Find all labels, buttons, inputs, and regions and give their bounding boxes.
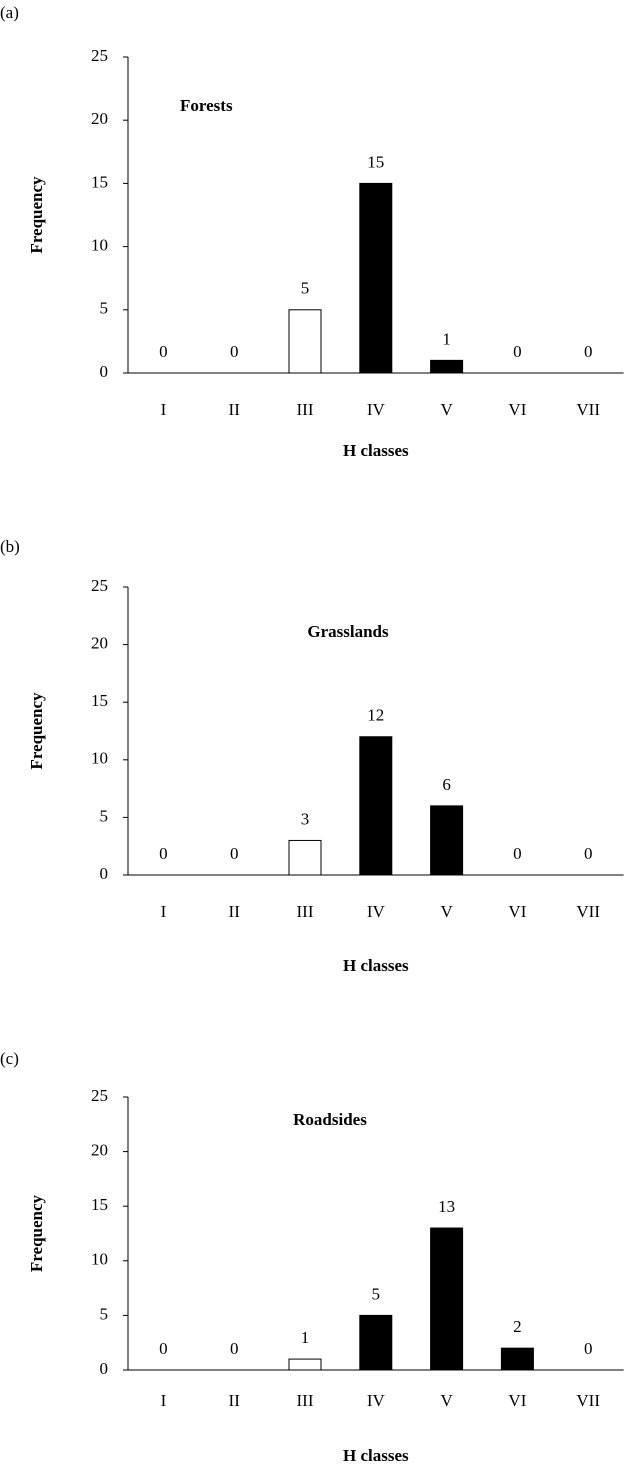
y-tick-label: 0 — [100, 864, 109, 883]
bar — [288, 309, 322, 374]
data-label: 5 — [301, 279, 310, 298]
x-tick-label: III — [297, 1391, 314, 1410]
bar — [430, 359, 464, 374]
x-tick-label: III — [297, 902, 314, 921]
chart-title: Grasslands — [307, 622, 389, 641]
x-tick-label: II — [229, 400, 241, 419]
x-tick-label: V — [440, 902, 453, 921]
data-label: 3 — [301, 809, 310, 828]
data-label: 0 — [159, 1339, 168, 1358]
y-axis-label: Frequency — [27, 1194, 46, 1272]
data-label: 0 — [230, 1339, 239, 1358]
data-label: 13 — [438, 1197, 455, 1216]
x-tick-label: VII — [576, 902, 600, 921]
data-label: 12 — [367, 706, 384, 725]
x-tick-label: VI — [508, 400, 526, 419]
data-label: 0 — [159, 844, 168, 863]
x-tick-label: VII — [576, 400, 600, 419]
x-tick-label: III — [297, 400, 314, 419]
data-label: 0 — [230, 844, 239, 863]
x-axis-label: H classes — [343, 956, 409, 975]
bar — [359, 736, 393, 876]
x-tick-label: I — [161, 1391, 167, 1410]
data-label: 0 — [584, 844, 593, 863]
y-tick-label: 15 — [91, 172, 108, 191]
bar — [359, 1314, 393, 1371]
y-tick-label: 0 — [100, 362, 109, 381]
panel-label: (b) — [0, 537, 20, 556]
y-axis-label: Frequency — [27, 692, 46, 770]
y-tick-label: 10 — [91, 236, 108, 255]
y-tick-label: 5 — [100, 806, 109, 825]
y-tick-label: 20 — [91, 109, 108, 128]
x-tick-label: II — [229, 902, 241, 921]
bar — [359, 182, 393, 374]
y-tick-label: 10 — [91, 749, 108, 768]
x-tick-label: IV — [367, 1391, 386, 1410]
x-tick-label: VI — [508, 902, 526, 921]
data-label: 0 — [513, 844, 522, 863]
data-label: 5 — [372, 1284, 381, 1303]
chart-title: Roadsides — [293, 1110, 367, 1129]
bar — [430, 805, 464, 876]
y-tick-label: 20 — [91, 1141, 108, 1160]
x-tick-label: II — [229, 1391, 241, 1410]
chart-title: Forests — [180, 96, 233, 115]
panel-label: (c) — [0, 1049, 19, 1068]
bar — [500, 1347, 534, 1371]
y-tick-label: 5 — [100, 299, 109, 318]
data-label: 1 — [301, 1328, 310, 1347]
x-tick-label: IV — [367, 902, 386, 921]
data-label: 6 — [442, 775, 451, 794]
y-tick-label: 25 — [91, 576, 108, 595]
data-label: 0 — [230, 342, 239, 361]
y-tick-label: 15 — [91, 1195, 108, 1214]
bar — [430, 1227, 464, 1371]
y-tick-label: 25 — [91, 1086, 108, 1105]
data-label: 2 — [513, 1317, 522, 1336]
y-tick-label: 20 — [91, 634, 108, 653]
x-tick-label: I — [161, 902, 167, 921]
x-tick-label: VI — [508, 1391, 526, 1410]
x-tick-label: I — [161, 400, 167, 419]
y-tick-label: 10 — [91, 1250, 108, 1269]
x-axis-label: H classes — [343, 1446, 409, 1465]
x-tick-label: IV — [367, 400, 386, 419]
y-tick-label: 5 — [100, 1304, 109, 1323]
y-tick-label: 15 — [91, 691, 108, 710]
x-tick-label: V — [440, 1391, 453, 1410]
data-label: 0 — [584, 342, 593, 361]
data-label: 0 — [513, 342, 522, 361]
bar — [288, 1358, 322, 1371]
x-axis-label: H classes — [343, 441, 409, 460]
panel-label: (a) — [0, 3, 19, 22]
x-tick-label: V — [440, 400, 453, 419]
y-tick-label: 25 — [91, 46, 108, 65]
data-label: 15 — [367, 152, 384, 171]
data-label: 0 — [584, 1339, 593, 1358]
y-axis-label: Frequency — [27, 176, 46, 254]
bar — [288, 839, 322, 876]
y-tick-label: 0 — [100, 1359, 109, 1378]
data-label: 1 — [442, 329, 451, 348]
x-tick-label: VII — [576, 1391, 600, 1410]
data-label: 0 — [159, 342, 168, 361]
